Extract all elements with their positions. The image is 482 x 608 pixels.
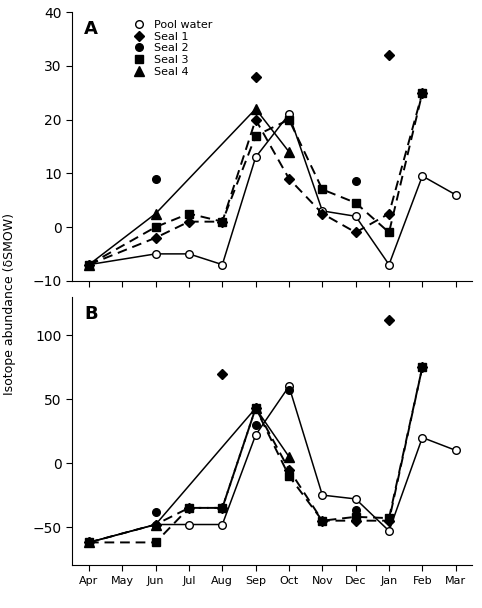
Text: B: B xyxy=(84,305,98,323)
Text: Isotope abundance (δSMOW): Isotope abundance (δSMOW) xyxy=(3,213,16,395)
Text: A: A xyxy=(84,20,98,38)
Legend: Pool water, Seal 1, Seal 2, Seal 3, Seal 4: Pool water, Seal 1, Seal 2, Seal 3, Seal… xyxy=(126,18,214,79)
